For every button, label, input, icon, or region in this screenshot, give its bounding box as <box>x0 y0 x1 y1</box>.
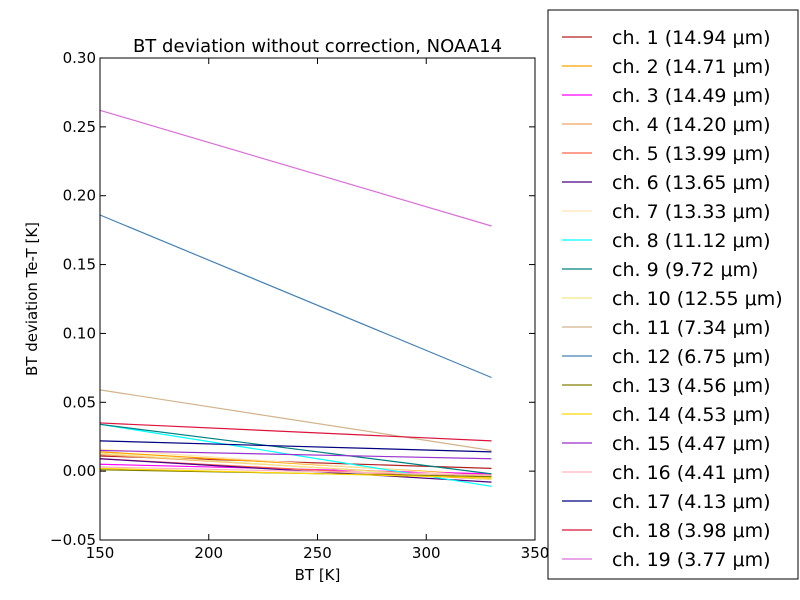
legend-label: ch. 15 (4.47 μm) <box>612 433 771 455</box>
legend-label: ch. 14 (4.53 μm) <box>612 404 771 426</box>
series-line <box>99 440 492 453</box>
legend-box <box>547 9 799 580</box>
series-line <box>99 466 492 476</box>
y-axis-title: BT deviation Te-T [K] <box>23 222 41 376</box>
legend-label: ch. 2 (14.71 μm) <box>612 56 771 78</box>
axis-ticks: 150 200 250 300 350 −0.05 0.00 0.05 0.10 0.15 0.20… <box>50 49 549 562</box>
legend-label: ch. 5 (13.99 μm) <box>612 143 771 165</box>
legend-label: ch. 10 (12.55 μm) <box>612 288 783 310</box>
y-tick-label: 0.00 <box>63 462 96 480</box>
legend-label: ch. 18 (3.98 μm) <box>612 520 771 542</box>
legend-label: ch. 3 (14.49 μm) <box>612 85 771 107</box>
legend-label: ch. 17 (4.13 μm) <box>612 491 771 513</box>
legend-items: ch. 1 (14.94 μm) ch. 2 (14.71 μm) ch. 3 (1… <box>562 27 783 571</box>
legend-label: ch. 6 (13.65 μm) <box>612 172 771 194</box>
legend-label: ch. 9 (9.72 μm) <box>612 259 758 281</box>
series-line <box>99 448 492 478</box>
series-line <box>99 449 492 460</box>
series-line <box>99 109 492 227</box>
x-tick-label: 150 <box>86 544 115 562</box>
series-line <box>99 458 492 483</box>
y-tick-label: 0.05 <box>63 393 96 411</box>
y-tick-label: 0.30 <box>63 49 96 67</box>
y-tick-label: 0.25 <box>63 118 96 136</box>
legend: ch. 1 (14.94 μm) ch. 2 (14.71 μm) ch. 3 (1… <box>547 9 799 580</box>
x-axis-title: BT [K] <box>295 566 341 584</box>
x-tick-label: 250 <box>303 544 332 562</box>
legend-label: ch. 8 (11.12 μm) <box>612 230 771 252</box>
series-line <box>99 214 492 379</box>
y-tick-label: 0.15 <box>63 256 96 274</box>
y-tick-label: 0.20 <box>63 187 96 205</box>
legend-label: ch. 1 (14.94 μm) <box>612 27 771 49</box>
series-line <box>99 423 492 475</box>
x-tick-label: 350 <box>521 544 550 562</box>
x-tick-label: 300 <box>412 544 441 562</box>
x-tick-label: 200 <box>194 544 223 562</box>
series-line <box>99 467 492 479</box>
series-lines <box>99 109 492 487</box>
series-line <box>99 389 492 452</box>
y-tick-label: 0.10 <box>63 324 96 342</box>
legend-label: ch. 19 (3.77 μm) <box>612 549 771 571</box>
series-line <box>99 422 492 442</box>
legend-label: ch. 4 (14.20 μm) <box>612 114 771 136</box>
legend-label: ch. 13 (4.56 μm) <box>612 375 771 397</box>
chart-title: BT deviation without correction, NOAA14 <box>133 36 502 57</box>
legend-label: ch. 7 (13.33 μm) <box>612 201 771 223</box>
legend-label: ch. 16 (4.41 μm) <box>612 462 771 484</box>
legend-label: ch. 12 (6.75 μm) <box>612 346 771 368</box>
y-tick-label: −0.05 <box>50 531 96 549</box>
series-line <box>99 451 492 476</box>
legend-label: ch. 11 (7.34 μm) <box>612 317 771 339</box>
